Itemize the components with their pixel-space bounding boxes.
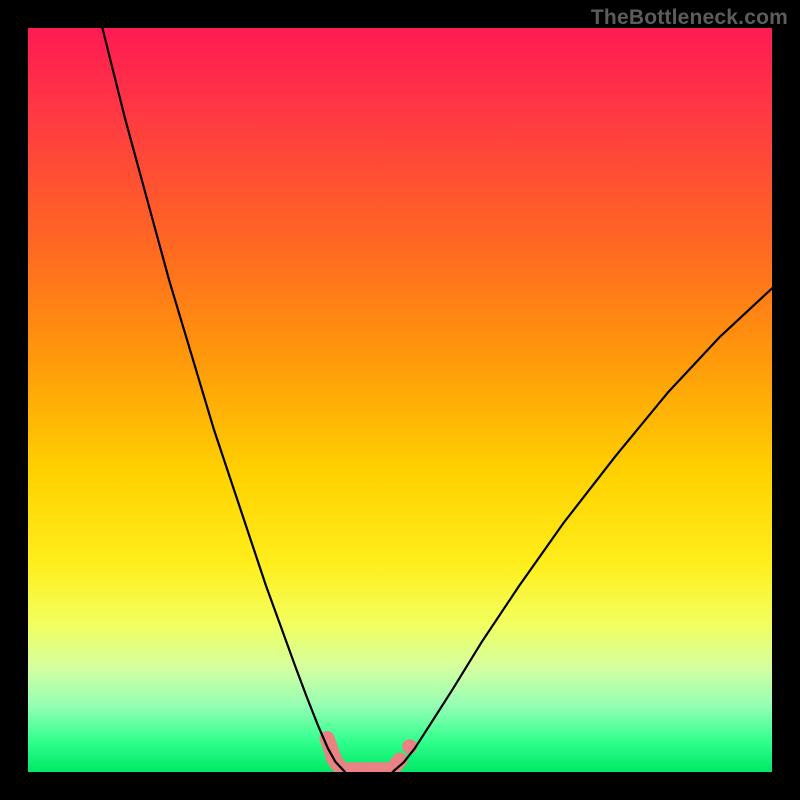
right_curve (393, 288, 772, 772)
curve-lines (102, 28, 772, 772)
highlight-dots (327, 739, 417, 770)
plot-area (28, 28, 772, 772)
watermark-text: TheBottleneck.com (591, 6, 788, 30)
chart-frame: TheBottleneck.com (0, 0, 800, 800)
left_curve (102, 28, 345, 772)
line-layer (28, 28, 772, 772)
